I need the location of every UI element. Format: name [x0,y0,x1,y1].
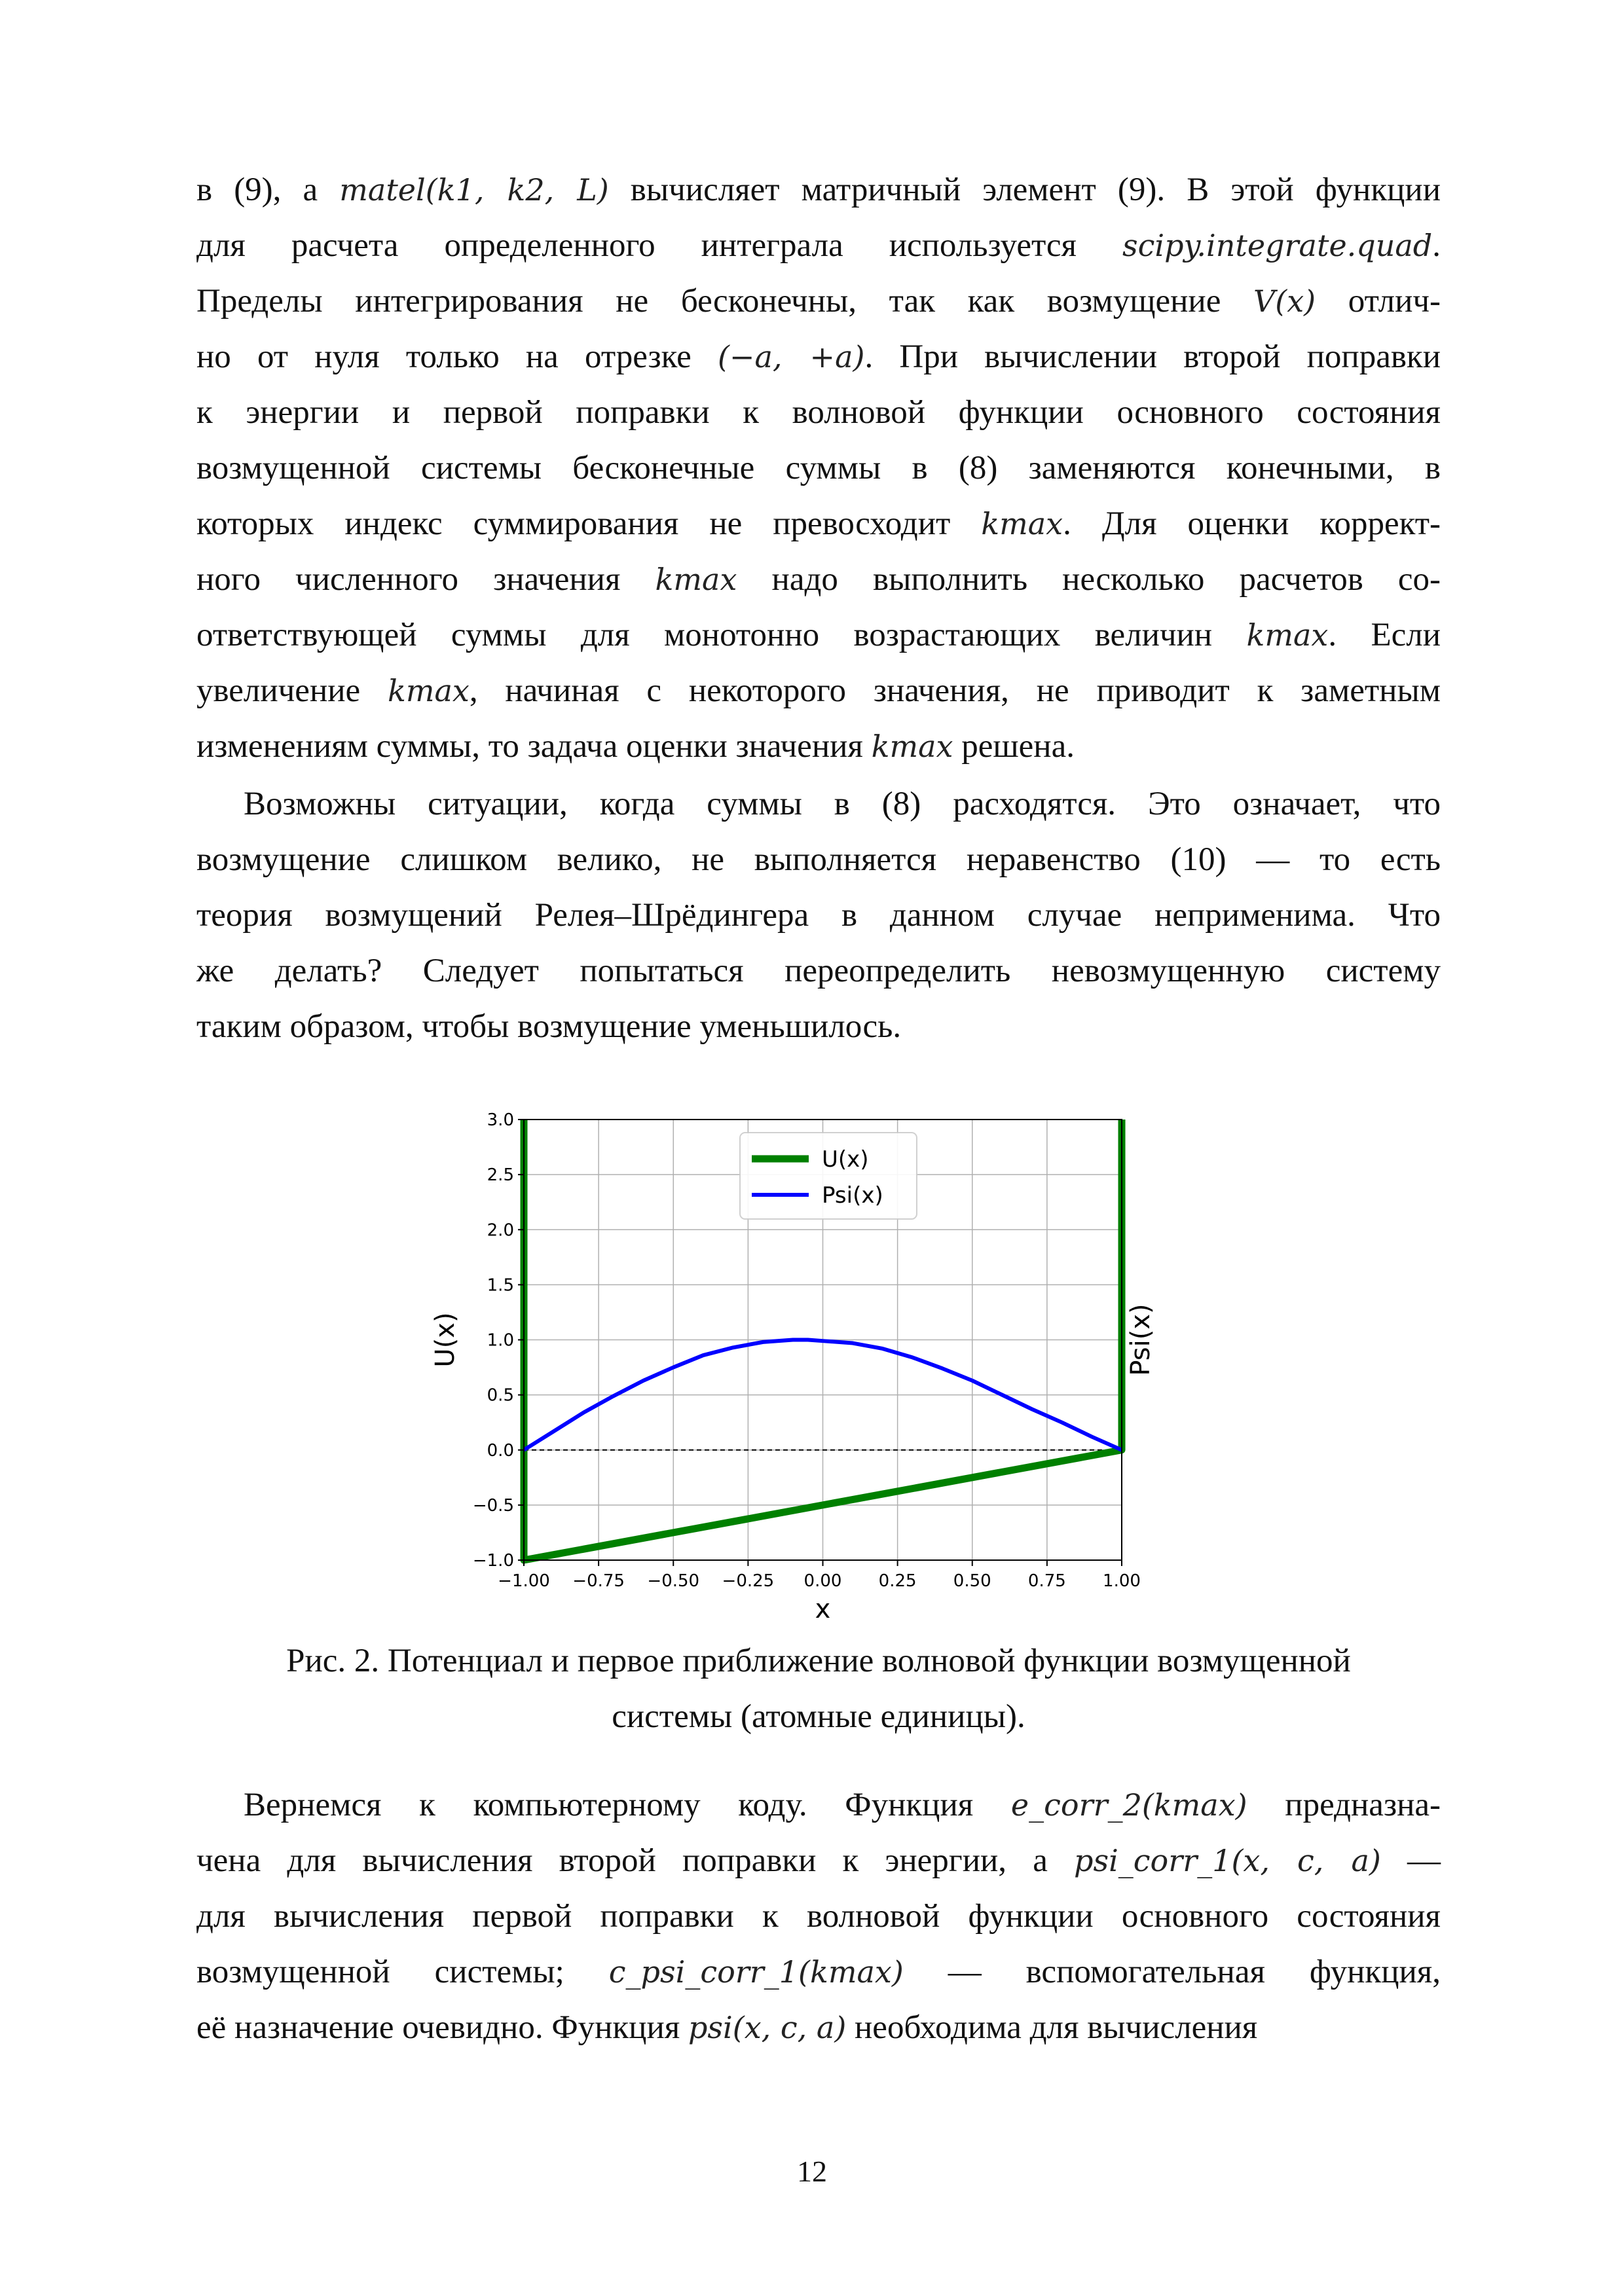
math-expression: scipy.integrate.quad [1122,228,1433,263]
text-line: которых индекс суммирования не превосход… [196,505,1441,542]
x-tick-label: 1.00 [1103,1571,1141,1591]
text-line: для вычисления первой поправки к волново… [196,1898,1441,1935]
y-tick-label: 2.5 [487,1165,514,1185]
caption-line-1: Рис. 2. Потенциал и первое приближение в… [286,1643,1351,1679]
math-expression: psi(x, c, a) [688,2010,847,2045]
math-expression: kmax [655,562,737,597]
text-line: же делать? Следует попытаться переопреде… [196,953,1441,989]
y-axis-label: U(x) [430,1312,460,1367]
paragraph-2: Возможны ситуации, когда суммы в (8) рас… [196,776,1441,1055]
y-tick-label: 3.0 [487,1110,514,1130]
y-tick-label: 2.0 [487,1220,514,1240]
figure-caption: Рис. 2. Потенциал и первое приближение в… [196,1633,1441,1745]
text-line: таким образом, чтобы возмущение уменьшил… [196,1008,902,1045]
text-line: возмущенной системы; c_psi_corr_1(kmax) … [196,1954,1441,1990]
text-line: к энергии и первой поправки к волновой ф… [196,394,1441,431]
math-expression: V(x) [1253,283,1316,319]
x-tick-label: 0.75 [1028,1571,1066,1591]
text-line: Пределы интегрирования не бесконечны, та… [196,283,1441,319]
page-number: 12 [797,2155,827,2188]
legend-box [739,1132,917,1220]
y-tick-label: 0.5 [487,1386,514,1406]
caption-line-2: системы (атомные единицы). [612,1698,1025,1735]
legend-label: U(x) [822,1146,869,1173]
y-tick-label: 1.0 [487,1331,514,1351]
math-expression: kmax [1246,617,1329,653]
text-line: ного численного значения kmax надо выпол… [196,561,1441,598]
text-line: возмущение слишком велико, не выполняетс… [196,841,1441,878]
text-line: увеличение kmax, начиная с некоторого зн… [196,672,1441,709]
y-tick-label: 0.0 [487,1441,514,1461]
x-tick-label: 0.25 [879,1571,917,1591]
text-line: возмущенной системы бесконечные суммы в … [196,450,1441,486]
series-line-psix [523,1338,1123,1452]
text-line: в (9), а matel(k1, k2, L) вычисляет матр… [196,172,1441,208]
x-axis-label: x [815,1594,831,1624]
math-expression: kmax [871,729,953,764]
math-expression: c_psi_corr_1(kmax) [608,1954,904,1990]
text-line: ответствующей суммы для монотонно возрас… [196,617,1441,653]
y-tick-label: 1.5 [487,1275,514,1295]
text-line: чена для вычисления второй поправки к эн… [196,1842,1441,1879]
y-tick-label: −0.5 [473,1496,514,1516]
paragraph-1: в (9), а matel(k1, k2, L) вычисляет матр… [196,162,1441,774]
text-line: Вернемся к компьютерному коду. Функция e… [244,1787,1441,1823]
x-tick-label: 0.00 [804,1571,842,1591]
math-expression: matel(k1, k2, L) [339,172,609,208]
math-expression: psi_corr_1(x, c, a) [1074,1843,1381,1878]
y-tick-label: −1.0 [473,1551,514,1571]
text-line: для расчета определенного интеграла испо… [196,227,1441,264]
math-expression: e_corr_2(kmax) [1010,1787,1247,1823]
text-line: но от нуля только на отрезке (−a, +a). П… [196,338,1441,375]
x-tick-label: −0.50 [647,1571,699,1591]
y-axis-label-right: Psi(x) [1126,1303,1156,1376]
legend-label: Psi(x) [822,1182,883,1209]
paragraph-3: Вернемся к компьютерному коду. Функция e… [196,1777,1441,2056]
x-tick-label: −1.00 [498,1571,550,1591]
math-expression: (−a, +a) [717,339,865,374]
text-line: теория возмущений Релея–Шрёдингера в дан… [196,897,1441,934]
text-line: изменениям суммы, то задача оценки значе… [196,728,1075,765]
figure-2: −1.00 −0.75 −0.50 −0.25 0.00 0.25 0.50 0.75 1.00… [419,1106,1192,1637]
x-tick-label: −0.75 [572,1571,625,1591]
math-expression: kmax [387,673,470,708]
text-line: её назначение очевидно. Функция psi(x, c… [196,2009,1258,2046]
math-expression: kmax [981,506,1063,541]
text-line: Возможны ситуации, когда суммы в (8) рас… [244,786,1441,822]
potential-wavefunction-chart: −1.00 −0.75 −0.50 −0.25 0.00 0.25 0.50 0.75 1.00… [430,1110,1156,1624]
x-tick-label: 0.50 [953,1571,991,1591]
x-tick-label: −0.25 [722,1571,775,1591]
